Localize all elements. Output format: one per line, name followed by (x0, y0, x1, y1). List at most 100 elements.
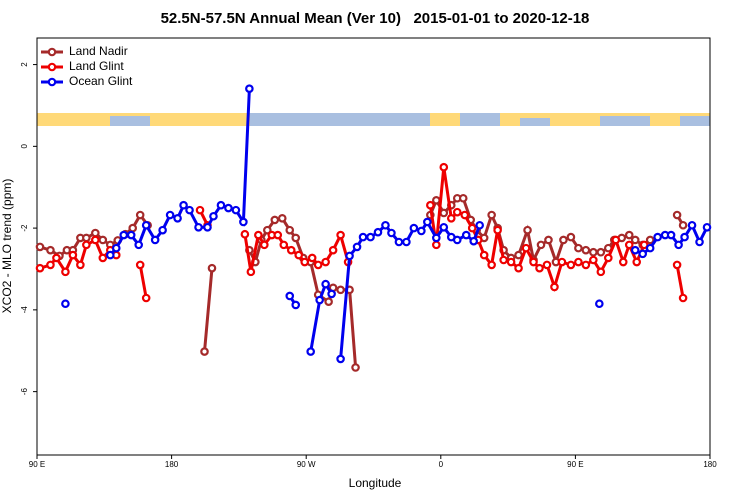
series-line (39, 166, 685, 299)
data-point (557, 257, 567, 267)
data-point (544, 235, 553, 245)
data-point (328, 245, 338, 255)
data-point (581, 260, 591, 270)
data-point (200, 347, 209, 356)
data-point (224, 203, 233, 213)
data-point (194, 222, 203, 232)
data-point (469, 236, 479, 246)
data-point (141, 220, 151, 230)
data-point (185, 205, 194, 215)
y-tick-label: -4 (20, 306, 29, 314)
data-point (286, 245, 296, 255)
data-point (239, 217, 248, 227)
data-point (179, 200, 188, 210)
y-tick-label: -2 (20, 224, 29, 232)
data-point (52, 253, 61, 263)
data-point (467, 223, 477, 233)
y-tick-label: 0 (20, 144, 29, 149)
data-point (535, 263, 544, 273)
data-point (523, 225, 532, 235)
data-point (589, 255, 598, 265)
data-point (203, 222, 212, 232)
data-point (581, 245, 591, 255)
data-point (432, 240, 441, 250)
data-point (277, 213, 287, 223)
data-point (321, 279, 330, 289)
data-point (611, 235, 621, 245)
data-point (240, 229, 250, 239)
data-point (394, 237, 404, 247)
data-point (366, 232, 375, 242)
data-point (300, 257, 310, 267)
data-point (645, 243, 655, 253)
data-point (618, 257, 628, 267)
data-point (423, 217, 432, 227)
data-point (452, 235, 462, 245)
data-point (358, 232, 368, 242)
data-point (529, 257, 538, 267)
data-point (695, 237, 704, 247)
data-point (589, 247, 598, 257)
data-point (336, 230, 345, 240)
data-point (165, 210, 175, 220)
data-point (46, 260, 55, 270)
legend-label: Land Nadir (69, 44, 128, 58)
data-point (702, 222, 712, 232)
x-tick-label: 90 E (567, 460, 583, 469)
data-point (76, 260, 85, 270)
data-point (306, 347, 315, 356)
data-point (559, 235, 568, 245)
data-point (638, 249, 648, 259)
data-point (254, 230, 263, 240)
data-point (35, 263, 45, 273)
data-point (61, 299, 70, 309)
series-line (109, 88, 709, 360)
land-mask-strip (37, 113, 710, 126)
series-line (39, 196, 685, 368)
data-point (596, 247, 606, 257)
data-point (653, 232, 662, 242)
data-point (35, 242, 45, 252)
data-point (321, 257, 330, 267)
data-point (150, 235, 160, 245)
data-point (207, 263, 217, 273)
data-point (624, 240, 634, 250)
data-point (119, 230, 129, 240)
x-axis-label: Longitude (349, 476, 402, 490)
data-point (216, 200, 226, 210)
data-point (134, 240, 143, 250)
data-point (499, 255, 508, 265)
data-point (82, 233, 91, 243)
data-point (493, 225, 502, 235)
data-point (687, 220, 697, 230)
legend-marker (47, 47, 57, 57)
data-point (315, 295, 324, 305)
data-point (82, 240, 91, 250)
data-point (678, 293, 688, 303)
data-point (574, 257, 583, 267)
data-point (487, 260, 496, 270)
data-point (126, 230, 136, 240)
data-point (672, 210, 682, 220)
data-point (351, 363, 360, 372)
data-point (68, 250, 78, 260)
data-point (336, 354, 345, 364)
data-point (327, 289, 336, 299)
y-axis-label: XCO2 - MLO trend (ppm) (0, 179, 14, 314)
data-point (461, 230, 471, 240)
data-point (666, 230, 676, 240)
data-point (313, 260, 323, 270)
legend-label: Ocean Glint (69, 74, 133, 88)
data-point (373, 227, 383, 237)
data-point (231, 205, 241, 215)
data-point (550, 282, 559, 292)
data-point (630, 245, 640, 255)
data-point (263, 225, 272, 235)
data-point (111, 243, 121, 253)
data-point (506, 257, 516, 267)
data-point (574, 243, 583, 253)
data-point (158, 225, 167, 235)
data-point (439, 222, 449, 232)
data-point (458, 193, 468, 203)
data-point (105, 250, 115, 260)
